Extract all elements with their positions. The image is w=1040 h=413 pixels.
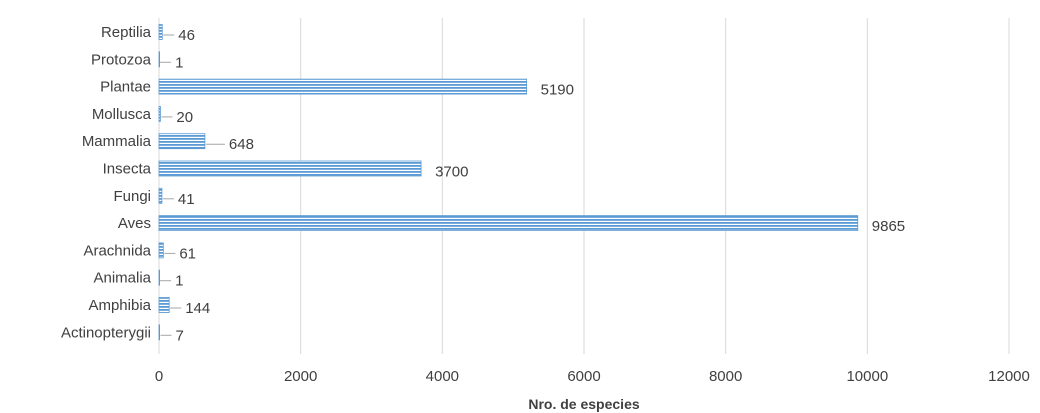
x-axis-title: Nro. de especies xyxy=(528,396,639,412)
data-label: 1 xyxy=(175,273,183,290)
x-tick-label: 10000 xyxy=(846,368,888,385)
data-label: 20 xyxy=(176,109,193,126)
x-tick-label: 6000 xyxy=(567,368,600,385)
bar xyxy=(158,160,422,177)
x-tick-label: 4000 xyxy=(426,368,459,385)
bar xyxy=(158,51,161,68)
category-label: Animalia xyxy=(93,270,151,287)
leader-lines xyxy=(160,34,225,336)
x-tick-label: 0 xyxy=(155,368,163,385)
category-label: Aves xyxy=(118,215,151,232)
gridlines xyxy=(158,18,1010,354)
x-tick-label: 2000 xyxy=(284,368,317,385)
data-label: 9865 xyxy=(872,218,905,235)
category-label: Mammalia xyxy=(82,133,152,150)
x-tick-label: 12000 xyxy=(988,368,1030,385)
bar xyxy=(158,78,528,95)
category-label: Actinopterygii xyxy=(61,324,151,341)
data-label: 1 xyxy=(175,54,183,71)
category-label: Fungi xyxy=(113,188,151,205)
category-label: Insecta xyxy=(103,161,152,178)
data-label: 5190 xyxy=(541,82,574,99)
data-label: 3700 xyxy=(435,164,468,181)
bar xyxy=(158,269,161,286)
bar xyxy=(158,242,164,259)
data-label: 61 xyxy=(179,245,196,262)
data-label: 144 xyxy=(185,300,210,317)
bar xyxy=(158,133,206,150)
category-label: Plantae xyxy=(100,79,151,96)
data-label: 648 xyxy=(229,136,254,153)
data-label: 7 xyxy=(175,327,183,344)
category-label: Reptilia xyxy=(101,24,152,41)
data-label: 41 xyxy=(178,191,195,208)
bar xyxy=(158,324,161,341)
x-tick-label: 8000 xyxy=(709,368,742,385)
category-label: Protozoa xyxy=(91,51,152,68)
bars-group xyxy=(158,24,859,341)
x-tick-labels: 0 2000 4000 6000 8000 10000 12000 xyxy=(155,368,1030,385)
category-labels: Reptilia Protozoa Plantae Mollusca Mammalia I… xyxy=(61,24,152,341)
bar xyxy=(158,24,163,40)
category-label: Amphibia xyxy=(88,297,151,314)
category-label: Mollusca xyxy=(92,106,152,123)
data-label: 46 xyxy=(178,27,195,44)
bar xyxy=(158,215,859,232)
bar xyxy=(158,297,170,313)
bar xyxy=(158,187,163,204)
bar xyxy=(158,106,161,122)
category-label: Arachnida xyxy=(83,242,151,259)
